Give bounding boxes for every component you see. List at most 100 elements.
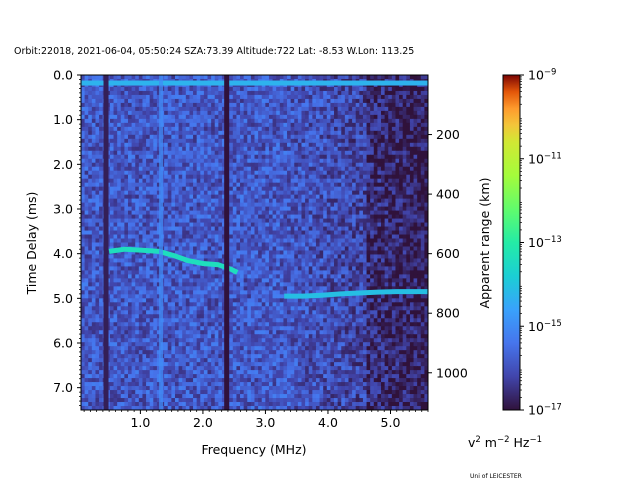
heatmap-cell: [156, 226, 162, 232]
heatmap-cell: [142, 218, 147, 224]
heatmap-cell: [312, 222, 317, 228]
heatmap-cell: [384, 250, 389, 256]
heatmap-cell: [124, 258, 129, 264]
heatmap-cell: [287, 186, 292, 192]
heatmap-cell: [240, 178, 245, 184]
heatmap-cell: [287, 210, 292, 216]
heatmap-cell: [265, 174, 270, 180]
heatmap-cell: [391, 182, 397, 188]
heatmap-cell: [113, 122, 118, 128]
heatmap-cell: [138, 142, 144, 148]
heatmap-cell: [308, 138, 313, 144]
heatmap-cell: [124, 94, 129, 100]
heatmap-cell: [156, 274, 162, 279]
heatmap-cell: [366, 122, 371, 128]
heatmap-cell: [258, 194, 263, 200]
heatmap-cell: [247, 150, 252, 156]
heatmap-cell: [279, 198, 285, 204]
heatmap-cell: [395, 242, 400, 248]
heatmap-cell: [424, 198, 428, 204]
heatmap-cell: [377, 102, 382, 108]
heatmap-cell: [409, 166, 415, 172]
heatmap-cell: [362, 150, 368, 156]
heatmap-cell: [261, 174, 266, 180]
heatmap-cell: [417, 122, 422, 128]
heatmap-cell: [384, 150, 389, 156]
heatmap-cell: [265, 214, 270, 220]
heatmap-cell: [193, 98, 198, 104]
heatmap-cell: [211, 158, 216, 164]
heatmap-cell: [384, 230, 389, 236]
heatmap-cell: [131, 75, 136, 80]
heatmap-cell: [417, 86, 422, 92]
heatmap-cell: [305, 110, 310, 116]
heatmap-cell: [113, 94, 118, 100]
heatmap-cell: [221, 258, 227, 264]
heatmap-cell: [395, 222, 400, 228]
heatmap-cell: [359, 142, 364, 148]
heatmap-cell: [203, 170, 209, 176]
heatmap-cell: [142, 274, 147, 279]
heatmap-cell: [409, 258, 415, 264]
heatmap-cell: [196, 254, 201, 260]
heatmap-cell: [384, 238, 389, 244]
heatmap-cell: [131, 142, 136, 148]
heatmap-cell: [287, 75, 292, 80]
heatmap-cell: [319, 142, 324, 148]
heatmap-cell: [117, 134, 122, 140]
heatmap-cell: [362, 254, 368, 260]
heatmap-cell: [138, 170, 144, 176]
heatmap-cell: [218, 230, 223, 236]
heatmap-cell: [156, 198, 162, 204]
heatmap-cell: [359, 250, 364, 256]
heatmap-cell: [409, 130, 415, 136]
heatmap-cell: [214, 134, 219, 140]
heatmap-cell: [287, 106, 292, 112]
heatmap-cell: [272, 178, 277, 184]
heatmap-cell: [95, 194, 100, 200]
heatmap-cell: [189, 178, 194, 184]
heatmap-cell: [413, 198, 418, 204]
heatmap-cell: [117, 230, 122, 236]
heatmap-cell: [250, 190, 256, 196]
heatmap-cell: [420, 118, 425, 124]
heatmap-cell: [312, 238, 317, 244]
heatmap-cell: [91, 90, 97, 96]
heatmap-cell: [247, 206, 252, 212]
heatmap-cell: [315, 146, 321, 152]
heatmap-cell: [334, 262, 339, 268]
heatmap-cell: [99, 90, 104, 96]
heatmap-cell: [341, 114, 346, 120]
heatmap-cell: [156, 210, 162, 216]
heatmap-cell: [117, 110, 122, 116]
heatmap-cell: [127, 218, 133, 224]
heatmap-cell: [420, 242, 425, 248]
heatmap-cell: [91, 102, 97, 108]
heatmap-cell: [290, 94, 295, 100]
heatmap-cell: [117, 106, 122, 112]
heatmap-cell: [341, 150, 346, 156]
heatmap-cell: [424, 75, 428, 80]
heatmap-cell: [417, 226, 422, 232]
heatmap-cell: [326, 138, 331, 144]
heatmap-cell: [164, 234, 169, 240]
heatmap-cell: [109, 270, 115, 276]
heatmap-cell: [319, 238, 324, 244]
heatmap-cell: [272, 142, 277, 148]
heatmap-cell: [178, 122, 183, 128]
heatmap-cell: [381, 110, 386, 116]
heatmap-cell: [218, 270, 223, 276]
heatmap-cell: [384, 270, 389, 276]
heatmap-cell: [81, 246, 86, 252]
heatmap-cell: [319, 246, 324, 252]
heatmap-cell: [341, 138, 346, 144]
heatmap-cell: [247, 186, 252, 192]
heatmap-cell: [189, 122, 194, 128]
heatmap-cell: [359, 214, 364, 220]
heatmap-cell: [167, 258, 172, 264]
heatmap-cell: [341, 202, 346, 208]
heatmap-cell: [218, 174, 223, 180]
heatmap-cell: [203, 114, 209, 120]
heatmap-cell: [117, 174, 122, 180]
heatmap-cell: [236, 250, 241, 256]
